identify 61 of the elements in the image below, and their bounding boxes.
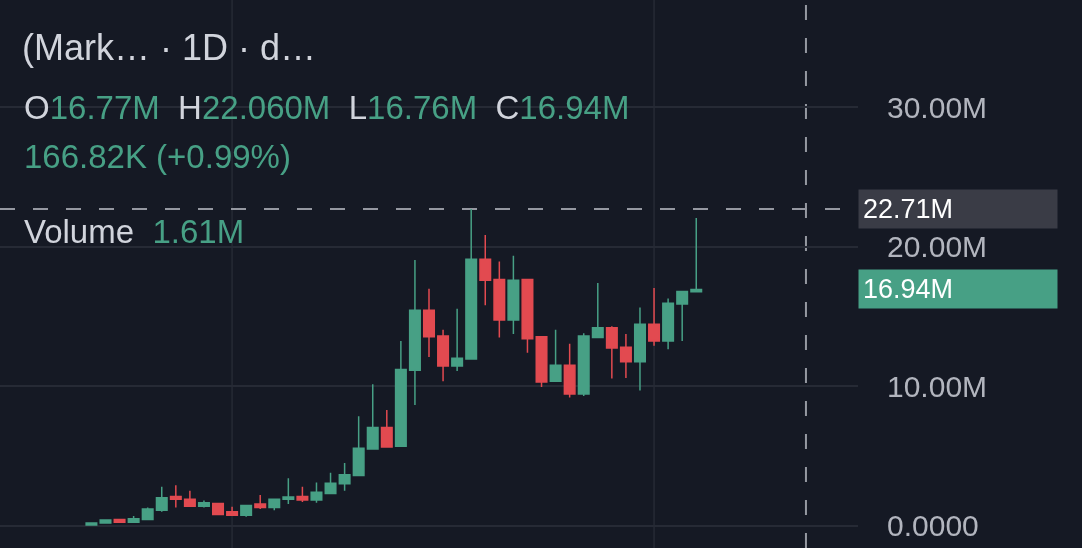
candlestick: [662, 297, 675, 351]
y-tick-label: 0.0000: [887, 509, 979, 543]
candlestick: [155, 485, 168, 513]
annotation: Volume: [24, 213, 135, 250]
annotation: 166.82K (+0.99%): [24, 138, 291, 175]
ref-line-label: 22.71M: [863, 194, 954, 224]
candlestick: [619, 333, 632, 379]
text: 16.94M: [863, 274, 954, 304]
candlestick: [141, 506, 154, 521]
candlestick: [380, 409, 393, 449]
candlestick: [127, 515, 140, 524]
candlestick: [352, 415, 365, 477]
annotation: C: [495, 89, 520, 126]
candlestick: [437, 329, 450, 383]
candlestick: [465, 208, 478, 360]
candlestick: [676, 290, 689, 342]
candlestick: [226, 506, 239, 517]
y-tick-label: 20.00M: [887, 230, 988, 264]
annotation: 16.76M: [367, 89, 478, 126]
annotation: O: [24, 89, 50, 126]
candlestick: [99, 518, 112, 524]
candlestick: [85, 522, 98, 526]
y-tick-label: 10.00M: [887, 369, 988, 403]
candlestick: [591, 282, 604, 339]
annotation: H: [178, 89, 202, 126]
candlestick: [507, 255, 520, 335]
candlestick: [197, 499, 210, 509]
annotation: L: [348, 89, 368, 126]
candlestick: [282, 477, 295, 505]
candlestick: [577, 332, 590, 397]
candlestick: [268, 498, 281, 512]
candlestick: [422, 287, 436, 358]
candlestick: [394, 340, 407, 447]
candlestick: [648, 287, 661, 347]
candlestick: [605, 325, 618, 380]
candlestick: [493, 260, 506, 339]
candlestick: [690, 217, 703, 293]
candlestick: [479, 234, 492, 307]
candlestick: [549, 329, 562, 383]
candlestick: [169, 484, 182, 509]
candlestick: [451, 308, 464, 372]
candlestick: [296, 485, 309, 503]
candlestick: [183, 490, 196, 508]
candlestick: [535, 335, 548, 388]
annotation: 22.060M: [201, 89, 331, 126]
text: (Mark… · 1D · d…: [22, 26, 317, 68]
candlestick: [521, 278, 534, 354]
candlestick: [240, 504, 253, 518]
candlestick: [563, 342, 576, 399]
annotation: 16.77M: [49, 89, 160, 126]
candlestick: [310, 481, 323, 504]
candlestick: [338, 462, 351, 492]
y-tick-label: 30.00M: [887, 90, 988, 124]
candlestick: [324, 471, 337, 496]
candlestick: [254, 494, 267, 510]
annotation: 16.94M: [519, 89, 630, 126]
candlestick: [366, 383, 379, 450]
annotation: 1.61M: [152, 213, 245, 250]
candlestick: [211, 502, 225, 516]
candlestick: [408, 259, 421, 406]
candlestick: [633, 306, 647, 392]
